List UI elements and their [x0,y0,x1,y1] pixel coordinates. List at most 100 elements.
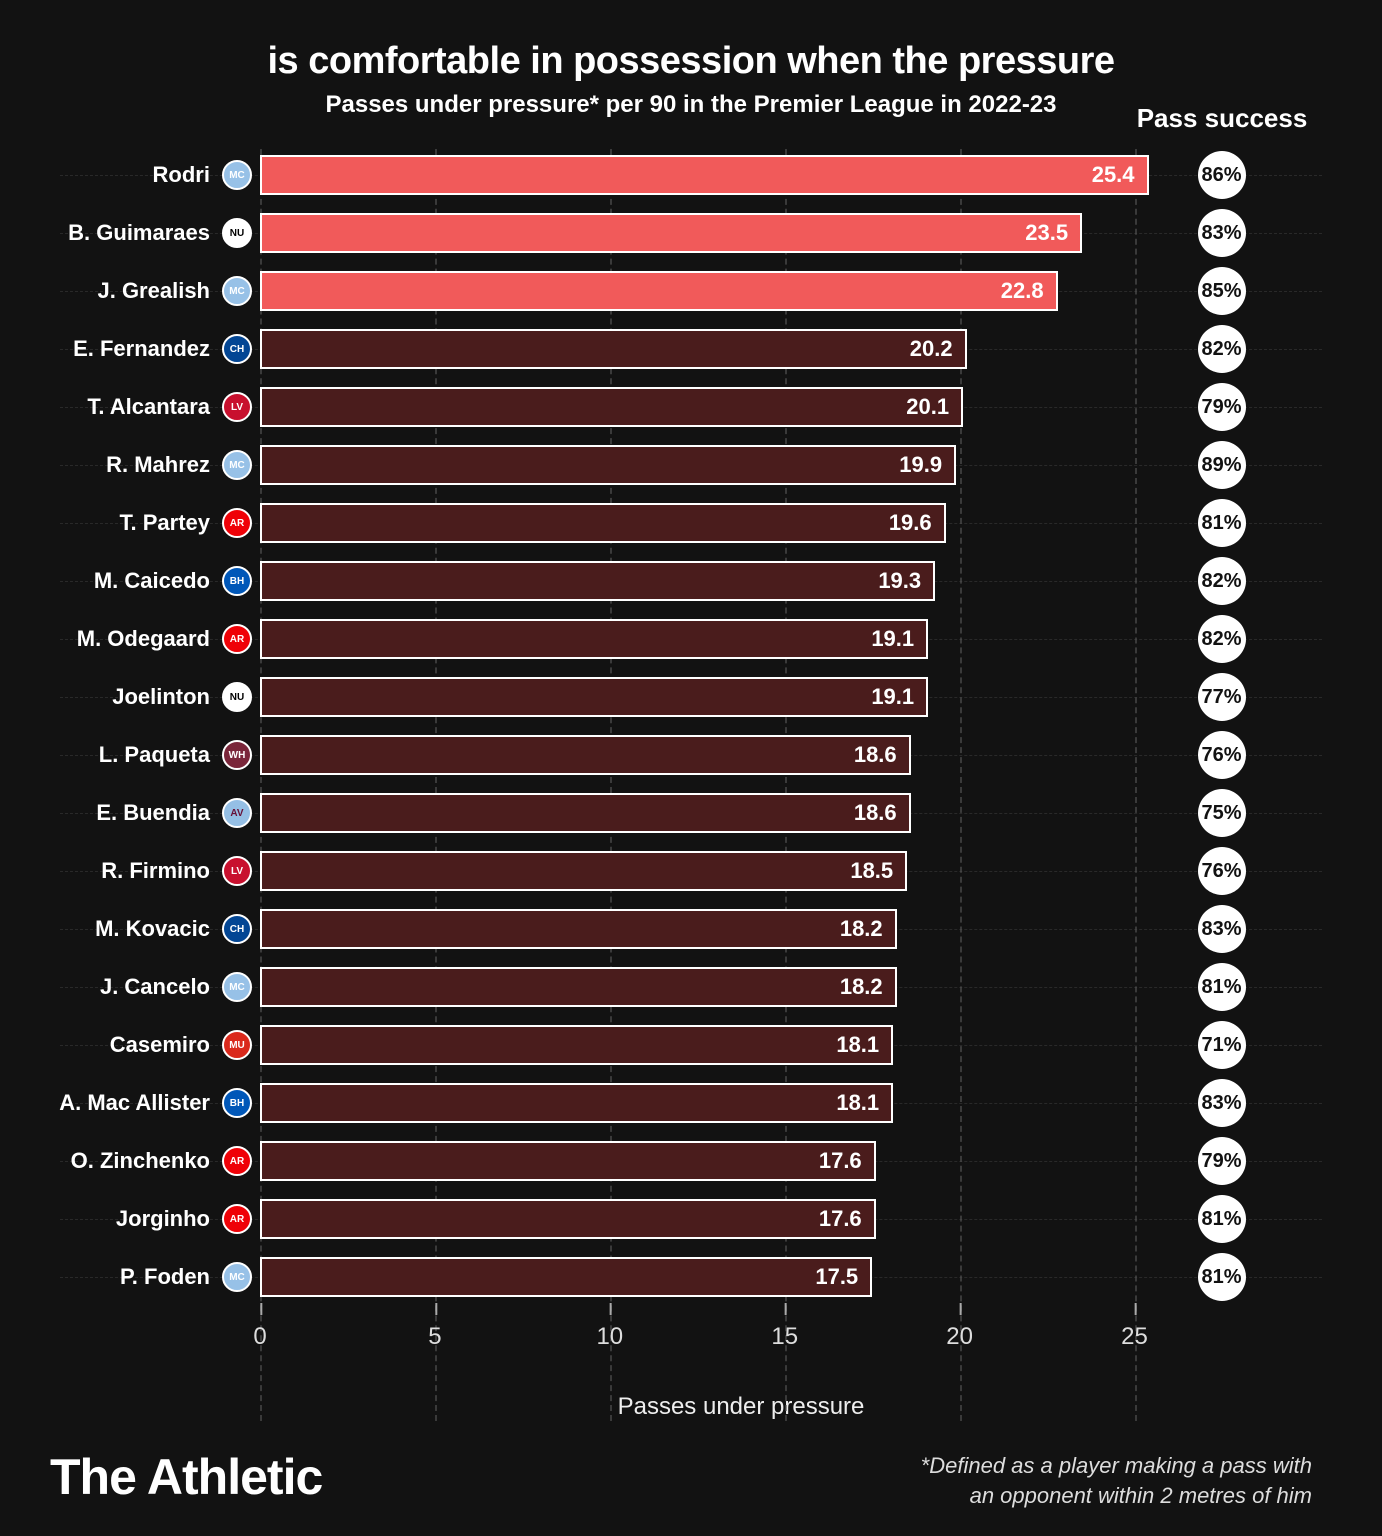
pass-success-value: 82% [1201,338,1241,361]
bar-value: 17.6 [819,1206,862,1232]
club-badge: LV [222,392,252,422]
bar-value: 20.1 [906,394,949,420]
footnote-line2: an opponent within 2 metres of him [970,1483,1312,1508]
x-tick: 15 [771,1323,798,1351]
pass-success-value: 79% [1201,1150,1241,1173]
club-badge: WH [222,740,252,770]
pass-success-circle: 82% [1198,557,1246,605]
player-name: A. Mac Allister [59,1090,210,1116]
value-bar: 20.2 [260,329,967,369]
value-bar: 17.5 [260,1257,872,1297]
bar-value: 23.5 [1025,220,1068,246]
bar-value: 18.1 [836,1090,879,1116]
bar-value: 17.6 [819,1148,862,1174]
player-name: E. Buendia [96,800,210,826]
pass-success-circle: 86% [1198,151,1246,199]
bar-row: J. CanceloMC18.281% [260,961,1222,1013]
bar-row: E. BuendiaAV18.675% [260,787,1222,839]
pass-success-value: 81% [1201,1208,1241,1231]
pass-success-circle: 76% [1198,847,1246,895]
player-name: M. Kovacic [95,916,210,942]
pass-success-value: 85% [1201,280,1241,303]
x-tick: 5 [428,1323,441,1351]
player-name: Casemiro [110,1032,210,1058]
pass-success-value: 77% [1201,686,1241,709]
pass-success-value: 71% [1201,1034,1241,1057]
club-badge: AV [222,798,252,828]
value-bar: 25.4 [260,155,1149,195]
value-bar: 17.6 [260,1141,876,1181]
value-bar: 19.1 [260,677,928,717]
club-badge: CH [222,334,252,364]
pass-success-circle: 75% [1198,789,1246,837]
player-name: L. Paqueta [99,742,210,768]
pass-success-header: Pass success [1132,103,1312,134]
bar-row: P. FodenMC17.581% [260,1251,1222,1303]
bar-value: 18.2 [840,916,883,942]
x-tick-mark [960,1303,962,1315]
bar-row: T. ParteyAR19.681% [260,497,1222,549]
club-badge: LV [222,856,252,886]
bar-row: E. FernandezCH20.282% [260,323,1222,375]
pass-success-circle: 71% [1198,1021,1246,1069]
bar-value: 19.9 [899,452,942,478]
club-badge: CH [222,914,252,944]
pass-success-value: 79% [1201,396,1241,419]
bar-value: 25.4 [1092,162,1135,188]
bar-row: J. GrealishMC22.885% [260,265,1222,317]
x-tick-label: 25 [1121,1323,1148,1350]
pass-success-value: 83% [1201,918,1241,941]
pass-success-value: 89% [1201,454,1241,477]
club-badge: MC [222,972,252,1002]
chart-area: Pass success RodriMC25.486%B. GuimaraesN… [260,149,1222,1421]
bar-value: 18.5 [850,858,893,884]
bar-row: RodriMC25.486% [260,149,1222,201]
pass-success-circle: 81% [1198,963,1246,1011]
value-bar: 18.1 [260,1025,893,1065]
x-tick: 0 [253,1323,266,1351]
bar-row: B. GuimaraesNU23.583% [260,207,1222,259]
club-badge: MU [222,1030,252,1060]
x-tick-label: 20 [946,1323,973,1350]
player-name: J. Cancelo [100,974,210,1000]
club-badge: AR [222,508,252,538]
player-name: O. Zinchenko [71,1148,210,1174]
bar-row: L. PaquetaWH18.676% [260,729,1222,781]
footnote-line1: *Defined as a player making a pass with [921,1453,1312,1478]
x-tick-label: 10 [596,1323,623,1350]
pass-success-circle: 76% [1198,731,1246,779]
player-name: Jorginho [116,1206,210,1232]
brand-logo: The Athletic [50,1448,322,1506]
bar-row: T. AlcantaraLV20.179% [260,381,1222,433]
player-name: M. Caicedo [94,568,210,594]
bar-row: CasemiroMU18.171% [260,1019,1222,1071]
value-bar: 18.6 [260,735,911,775]
value-bar: 18.2 [260,909,897,949]
value-bar: 22.8 [260,271,1058,311]
player-name: R. Mahrez [106,452,210,478]
pass-success-circle: 82% [1198,325,1246,373]
bar-row: JoelintonNU19.177% [260,671,1222,723]
club-badge: MC [222,160,252,190]
pass-success-circle: 81% [1198,1253,1246,1301]
pass-success-value: 81% [1201,512,1241,535]
pass-success-value: 82% [1201,570,1241,593]
player-name: M. Odegaard [77,626,210,652]
bar-row: M. KovacicCH18.283% [260,903,1222,955]
value-bar: 23.5 [260,213,1082,253]
value-bar: 19.3 [260,561,935,601]
pass-success-value: 76% [1201,744,1241,767]
x-tick: 10 [596,1323,623,1351]
x-tick-mark [785,1303,787,1315]
x-tick: 25 [1121,1323,1148,1351]
player-name: Rodri [153,162,210,188]
value-bar: 20.1 [260,387,963,427]
pass-success-circle: 83% [1198,209,1246,257]
player-name: P. Foden [120,1264,210,1290]
club-badge: BH [222,566,252,596]
player-name: J. Grealish [97,278,210,304]
bar-row: R. FirminoLV18.576% [260,845,1222,897]
pass-success-circle: 82% [1198,615,1246,663]
value-bar: 19.1 [260,619,928,659]
player-name: B. Guimaraes [68,220,210,246]
